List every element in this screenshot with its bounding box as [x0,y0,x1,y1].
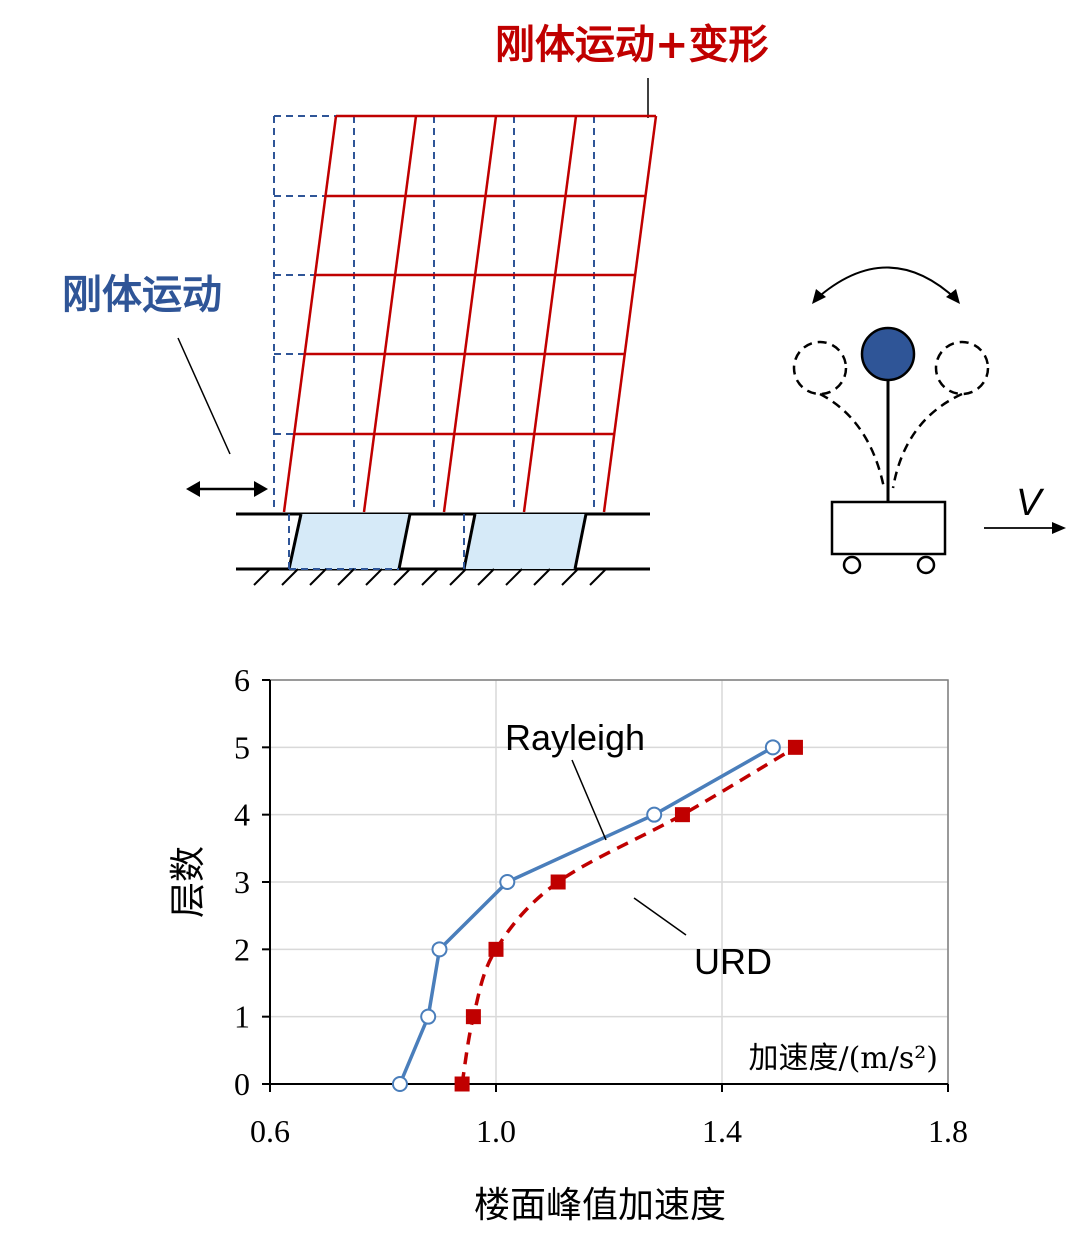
isolator-bearing-left [289,514,410,569]
deformed-column-0 [282,115,338,513]
ground-hatch [253,568,607,586]
y-tick-label-0: 0 [234,1066,250,1102]
pendulum-ball [860,326,916,382]
hatch-mark [477,568,495,586]
point-rayleigh-1 [420,1008,437,1025]
x-tick-label-2: 1.4 [702,1113,742,1149]
isolator-edge [462,513,477,570]
label-rigid-motion: 刚体运动 [62,272,222,318]
series-label-rayleigh: Rayleigh [505,717,645,758]
deformed-column-1 [362,115,418,513]
series-label-urd: URD [694,941,772,982]
velocity-arrow-head-icon [1052,522,1066,534]
point-urd-2 [488,941,504,957]
isolator-edge [397,513,412,570]
arc-arrow-left-icon [812,289,826,304]
rigid-frame-dashed [273,115,595,512]
point-urd-1 [465,1009,481,1025]
cart-wheel-left [842,555,862,575]
point-urd-3 [550,874,566,890]
ghost-rod-left [819,392,886,489]
x-tick-label-1: 1.0 [476,1113,516,1149]
unit-label: 加速度/(m/s²) [749,1041,939,1076]
ghost-ball-right [934,340,990,396]
point-rayleigh-2 [431,941,448,958]
hatch-mark [421,568,439,586]
y-axis-title: 层数 [168,846,209,918]
hatch-mark [253,568,271,586]
y-tick-label-2: 2 [234,931,250,967]
point-rayleigh-5 [764,739,781,756]
ghost-rod-right [891,392,963,489]
hatch-mark [337,568,355,586]
cart-wheel-right [916,555,936,575]
cart-body [830,500,947,556]
x-axis-title: 楼面峰值加速度 [474,1185,726,1226]
swing-arc [814,266,958,301]
isolator-edge [573,513,588,570]
series-lines [398,745,797,1085]
point-urd-4 [674,807,690,823]
point-rayleigh-4 [646,806,663,823]
velocity-label: V [1016,482,1045,524]
hatch-mark [505,568,523,586]
series-markers [391,739,803,1092]
y-tick-label-1: 1 [234,999,250,1035]
series-line-urd [460,745,797,1085]
x-tick-labels: 0.6 1.0 1.4 1.8 [250,1084,968,1149]
isolator-edge [287,513,303,570]
hatch-mark [365,568,383,586]
isolation-layer [236,512,650,571]
hatch-mark [393,568,411,586]
x-tick-label-3: 1.8 [928,1113,968,1149]
building-diagram: 刚体运动+变形 刚体运动 [62,22,769,586]
y-tick-label-6: 6 [234,662,250,698]
series-line-rayleigh [398,745,774,1085]
pendulum-cart-diagram: V [792,266,1066,575]
point-rayleigh-0 [391,1076,408,1092]
deformed-frame [282,114,658,513]
y-tick-label-5: 5 [234,729,250,765]
leader-line-rigid [177,337,231,455]
hatch-mark [533,568,551,586]
y-tick-labels: 0 1 2 3 4 5 6 [234,662,270,1102]
deformed-column-3 [522,115,578,513]
hatch-mark [589,568,607,586]
x-tick-label-0: 0.6 [250,1113,290,1149]
hatch-mark [281,568,299,586]
isolator-bearing-right [464,514,586,569]
acceleration-chart: 0 1 2 3 4 5 6 0.6 1.0 1.4 1.8 Rayleigh URD 加速度/(m… [168,662,968,1226]
deformed-column-2 [442,115,498,513]
arc-arrow-right-icon [946,289,960,304]
leader-line-urd [633,897,687,936]
y-tick-label-4: 4 [234,797,250,833]
point-urd-0 [454,1076,470,1092]
point-urd-5 [787,739,803,755]
deformed-column-4 [602,115,658,513]
hatch-mark [449,568,467,586]
point-rayleigh-3 [499,874,516,890]
leader-line-rayleigh [571,759,607,841]
label-rigid-plus-deformation: 刚体运动+变形 [495,22,769,68]
double-arrow-icon [186,481,268,497]
hatch-mark [561,568,579,586]
hatch-mark [309,568,327,586]
y-tick-label-3: 3 [234,864,250,900]
ghost-ball-left [792,340,848,396]
